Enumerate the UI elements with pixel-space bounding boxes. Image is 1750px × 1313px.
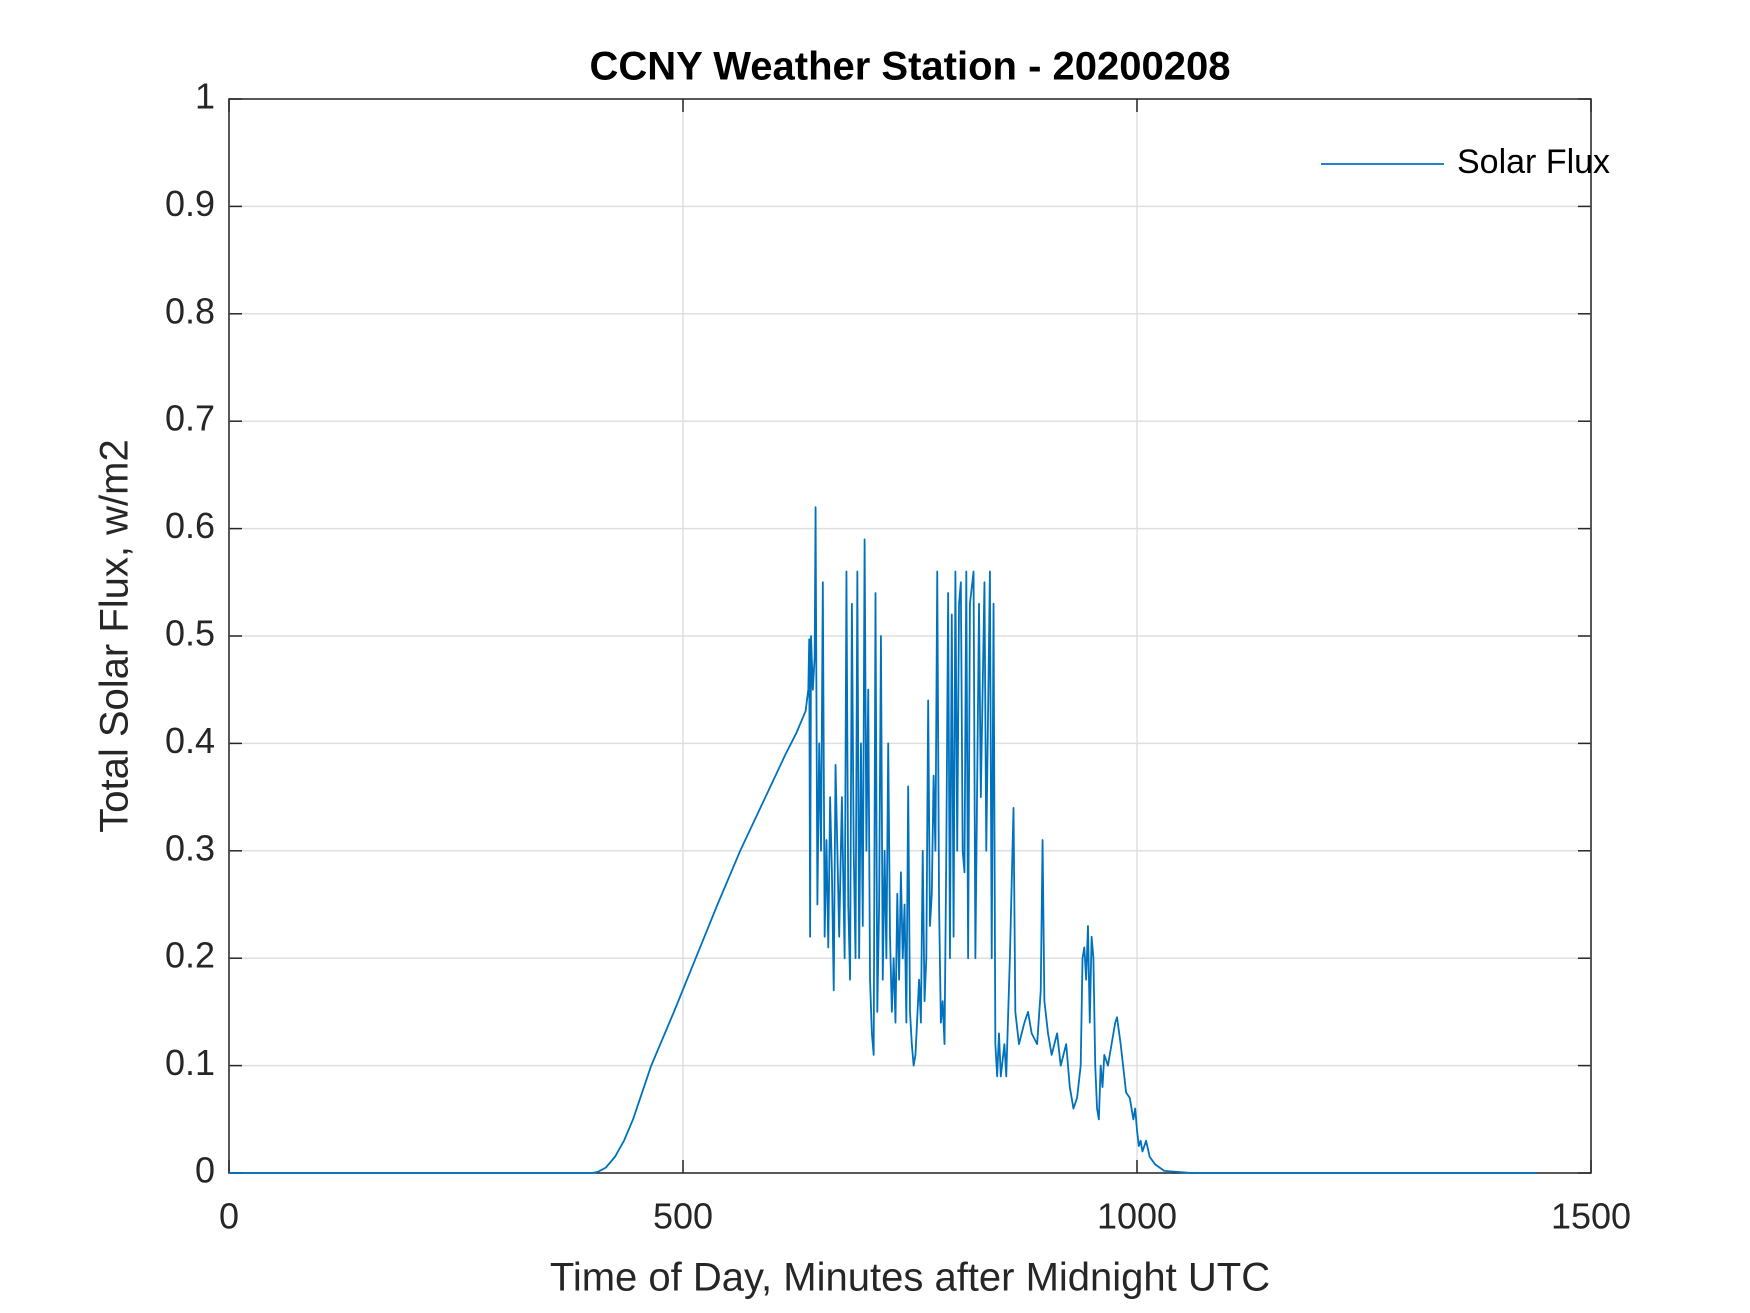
y-tick-label: 0.7: [165, 398, 215, 439]
y-tick-label: 0.8: [165, 290, 215, 331]
y-tick-label: 0: [195, 1150, 215, 1191]
x-axis-label: Time of Day, Minutes after Midnight UTC: [550, 1256, 1270, 1300]
y-tick-label: 0.4: [165, 720, 215, 761]
y-tick-label: 1: [195, 76, 215, 117]
y-tick-label: 0.2: [165, 935, 215, 976]
y-tick-label: 0.3: [165, 827, 215, 868]
data-line: [229, 506, 1537, 1174]
x-tick-label: 0: [219, 1196, 239, 1237]
y-tick-label: 0.5: [165, 613, 215, 654]
y-tick-label: 0.9: [165, 183, 215, 224]
chart-title: CCNY Weather Station - 20200208: [590, 45, 1231, 89]
y-tick-label: 0.1: [165, 1042, 215, 1083]
y-axis-label: Total Solar Flux, w/m2: [93, 439, 137, 832]
x-tick-label: 1500: [1551, 1196, 1631, 1237]
x-tick-label: 1000: [1097, 1196, 1177, 1237]
plot-frame: [228, 98, 1592, 1174]
legend-label: Solar Flux: [1457, 143, 1610, 181]
y-tick-label: 0.6: [165, 505, 215, 546]
x-tick-label: 500: [653, 1196, 713, 1237]
